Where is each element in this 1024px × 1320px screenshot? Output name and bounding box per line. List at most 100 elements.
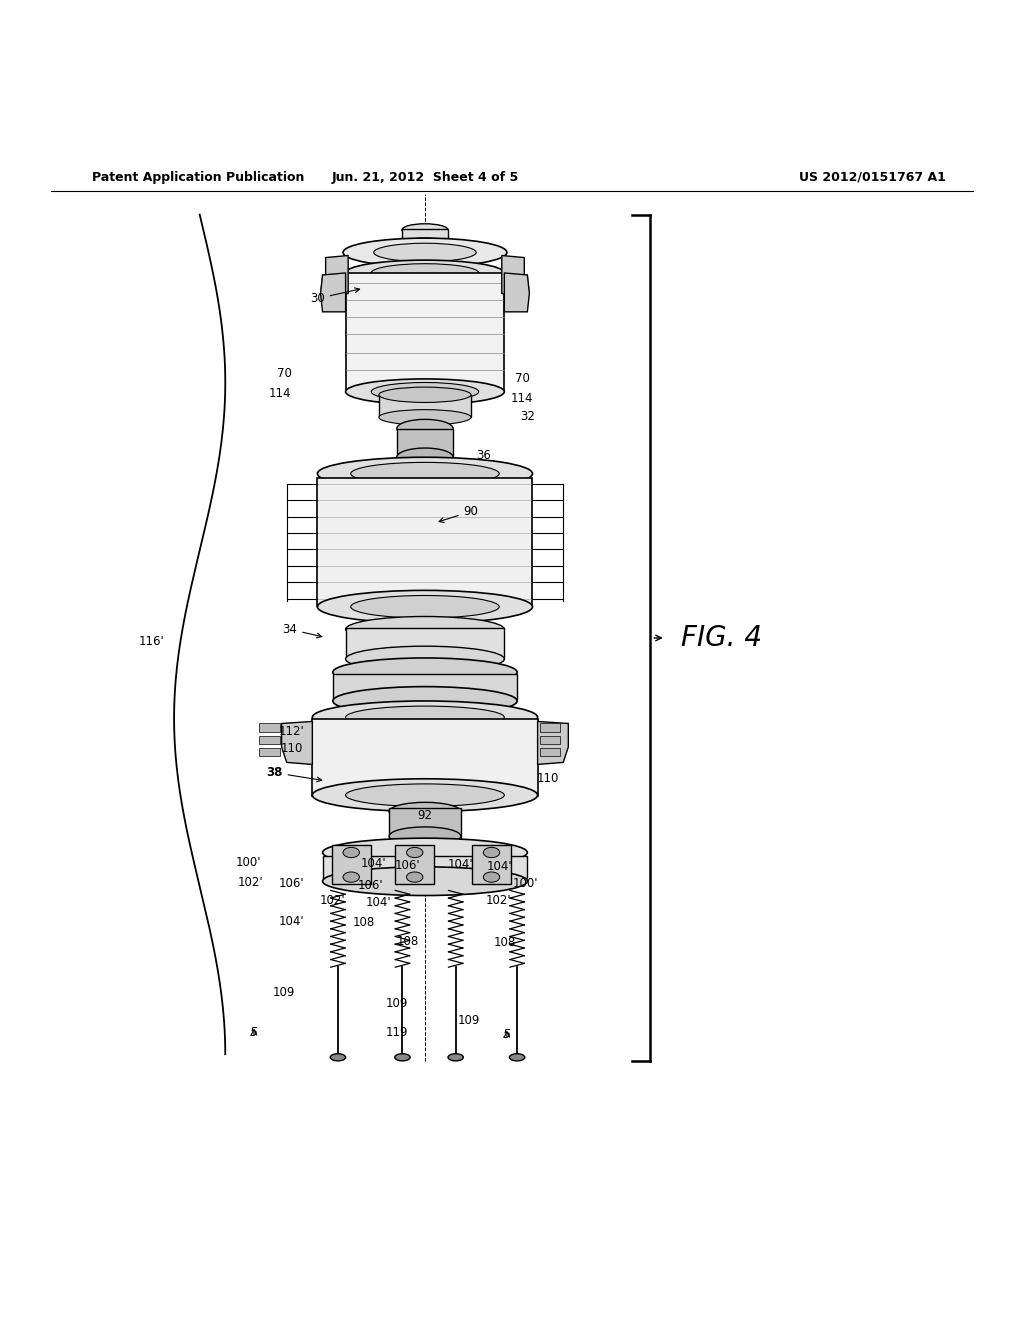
Text: 104': 104' [279,915,305,928]
Ellipse shape [374,243,476,261]
Ellipse shape [350,595,500,618]
Text: 106': 106' [394,859,421,873]
Ellipse shape [483,847,500,858]
Ellipse shape [389,803,461,821]
Text: 102': 102' [319,894,346,907]
Text: 30: 30 [310,288,359,305]
Text: 104': 104' [366,896,392,909]
Ellipse shape [379,409,471,425]
Bar [317,478,532,606]
Ellipse shape [407,847,423,858]
Text: 36: 36 [476,449,490,462]
Bar [259,748,280,756]
Text: 109: 109 [386,997,409,1010]
Text: 108: 108 [494,936,516,949]
Ellipse shape [312,701,538,734]
Bar [332,845,371,884]
Text: US 2012/0151767 A1: US 2012/0151767 A1 [799,170,945,183]
Bar [396,429,453,457]
Text: 104': 104' [360,857,387,870]
Text: 102': 102' [238,875,264,888]
Ellipse shape [407,873,423,882]
Ellipse shape [333,657,517,686]
Text: 92: 92 [418,809,432,822]
Bar [333,673,517,700]
Text: 114: 114 [511,392,534,405]
Text: 5: 5 [250,1026,258,1039]
Text: 110: 110 [281,742,303,755]
Text: 109: 109 [272,986,295,999]
Ellipse shape [396,447,453,466]
Ellipse shape [345,647,504,672]
Polygon shape [282,722,312,764]
Ellipse shape [510,1053,524,1061]
Text: Jun. 21, 2012  Sheet 4 of 5: Jun. 21, 2012 Sheet 4 of 5 [332,170,518,183]
Ellipse shape [396,420,453,438]
Text: 32: 32 [520,409,535,422]
Ellipse shape [345,260,504,285]
Text: 106': 106' [279,876,305,890]
Ellipse shape [345,706,504,729]
Ellipse shape [350,462,500,484]
Bar [345,628,504,659]
Polygon shape [326,256,348,297]
Polygon shape [502,256,524,297]
Ellipse shape [330,1053,345,1061]
Text: 116': 116' [138,635,165,648]
Text: 109: 109 [458,1014,480,1027]
Ellipse shape [333,686,517,715]
Text: 110: 110 [537,772,559,785]
Bar [259,723,280,731]
Ellipse shape [371,383,478,401]
Ellipse shape [323,867,527,895]
Bar [323,855,527,878]
Text: 70: 70 [515,372,529,385]
Ellipse shape [394,1053,410,1061]
Ellipse shape [345,379,504,404]
Text: 106': 106' [357,879,384,892]
Text: 104': 104' [447,858,474,871]
Text: 34: 34 [283,623,322,638]
Bar [540,735,560,744]
Text: 100': 100' [513,876,538,890]
Text: 114: 114 [268,387,291,400]
Text: 104': 104' [486,861,513,874]
Text: Patent Application Publication: Patent Application Publication [92,170,304,183]
Ellipse shape [345,616,504,642]
Text: 108: 108 [352,916,375,929]
Bar [259,735,280,744]
Ellipse shape [317,457,532,490]
Text: 102': 102' [485,894,512,907]
Ellipse shape [401,238,449,251]
Ellipse shape [371,264,478,282]
Bar [540,748,560,756]
Text: 90: 90 [439,506,478,523]
Polygon shape [321,273,345,312]
Text: 112': 112' [279,725,305,738]
Ellipse shape [389,826,461,845]
Ellipse shape [343,847,359,858]
Ellipse shape [343,238,507,267]
Polygon shape [538,722,568,764]
Bar [389,808,461,840]
Ellipse shape [312,779,538,812]
Ellipse shape [345,784,504,807]
Bar [345,273,504,391]
Bar [540,723,560,731]
Bar [312,719,538,796]
Text: 5: 5 [503,1028,511,1041]
Bar [395,845,434,884]
Ellipse shape [483,873,500,882]
Ellipse shape [343,873,359,882]
Text: 100': 100' [237,857,261,870]
Bar [379,395,471,417]
Bar [472,845,511,884]
Text: 38: 38 [266,766,322,781]
Ellipse shape [323,838,527,867]
Text: FIG. 4: FIG. 4 [681,624,762,652]
Bar [401,230,447,244]
Ellipse shape [379,387,471,403]
Ellipse shape [401,224,449,236]
Ellipse shape [447,1053,463,1061]
Polygon shape [504,273,529,312]
